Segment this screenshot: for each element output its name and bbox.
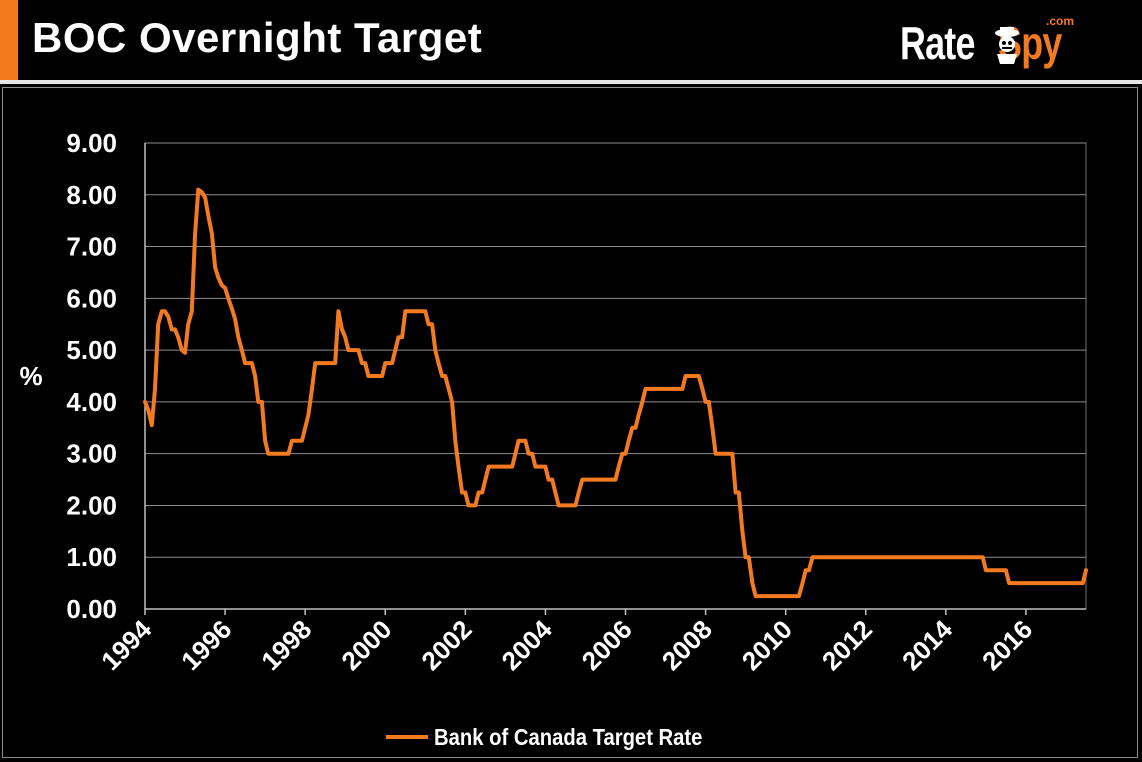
y-tick-label: 9.00 — [66, 128, 117, 158]
chart-frame — [2, 87, 1138, 758]
x-tick-label: 2016 — [976, 614, 1038, 676]
page-title: BOC Overnight Target — [32, 14, 483, 61]
y-tick-label: 7.00 — [66, 232, 117, 262]
logo-word-rate: Rate — [900, 17, 975, 69]
spy-mascot-icon — [995, 27, 1019, 64]
y-tick-label: 6.00 — [66, 283, 117, 313]
x-tick-label: 2010 — [736, 614, 798, 676]
x-tick-label: 2012 — [816, 614, 878, 676]
y-tick-label: 4.00 — [66, 387, 117, 417]
x-tick-label: 2006 — [576, 614, 638, 676]
chart-legend: Bank of Canada Target Rate — [386, 722, 739, 752]
y-tick-label: 3.00 — [66, 439, 117, 469]
legend-label: Bank of Canada Target Rate — [434, 723, 703, 750]
x-tick-label: 1996 — [175, 614, 237, 676]
y-tick-label: 1.00 — [66, 542, 117, 572]
header-accent-bar — [0, 0, 18, 80]
header: BOC Overnight Target .com Rate Spy — [0, 0, 1142, 80]
x-tick-label: 2014 — [896, 614, 958, 676]
ratespy-logo: .com Rate Spy — [896, 8, 1106, 74]
header-divider — [0, 80, 1142, 84]
y-tick-label: 5.00 — [66, 335, 117, 365]
x-tick-label: 2000 — [335, 614, 397, 676]
x-tick-label: 2008 — [656, 614, 718, 676]
logo-com-suffix: .com — [1046, 14, 1075, 28]
plot-area-border — [144, 142, 1087, 610]
y-tick-label: 2.00 — [66, 490, 117, 520]
legend-swatch — [386, 735, 428, 739]
y-tick-label: 8.00 — [66, 180, 117, 210]
y-axis-title: % — [19, 361, 42, 391]
series-line-bank-of-canada-target-rate — [143, 187, 1088, 599]
y-tick-label: 0.00 — [66, 594, 117, 624]
x-tick-label: 2002 — [415, 614, 477, 676]
x-tick-label: 2004 — [496, 614, 558, 676]
x-tick-label: 1998 — [255, 614, 317, 676]
